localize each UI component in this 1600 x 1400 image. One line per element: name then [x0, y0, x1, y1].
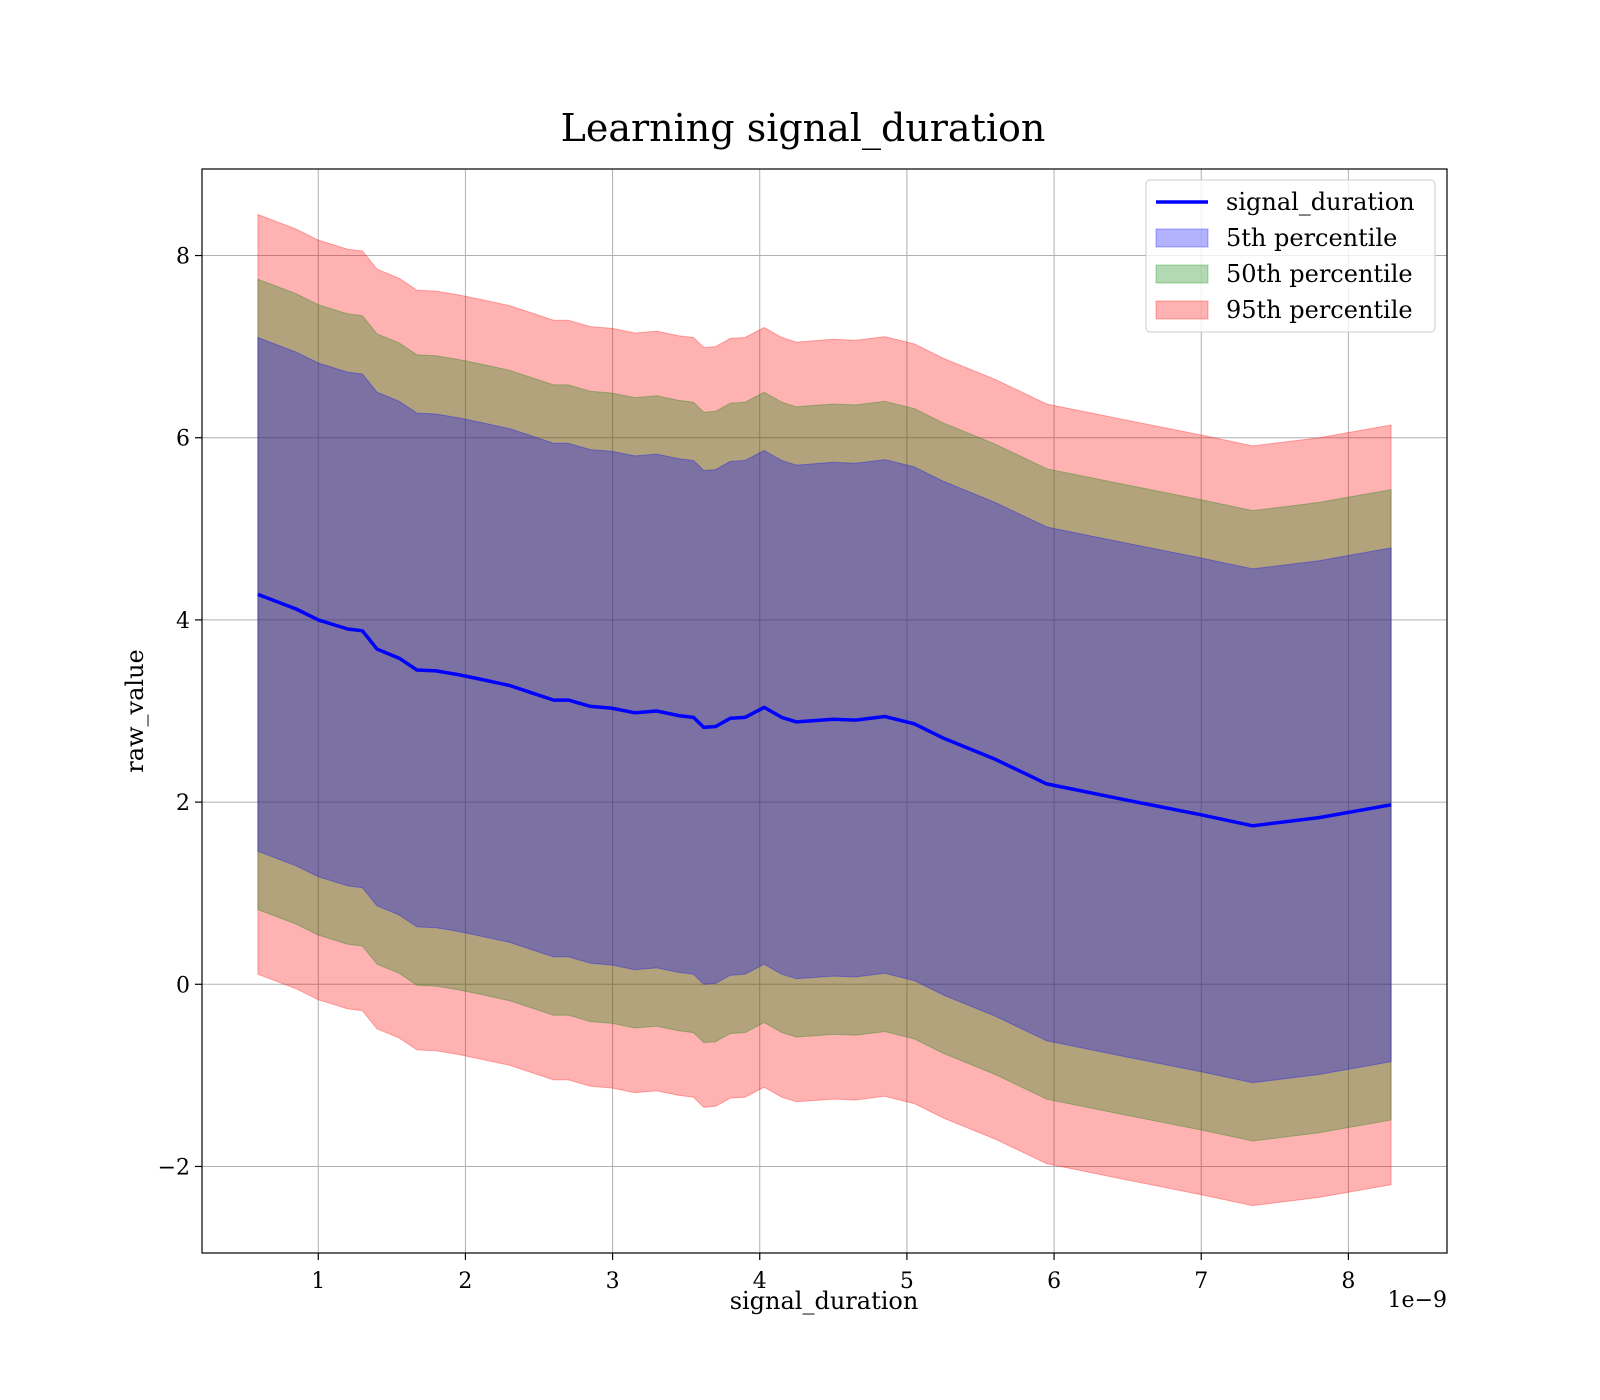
x-axis-offset-text: 1e−9: [1388, 1288, 1447, 1313]
band-50th-percentile: [257, 278, 1392, 1142]
legend-swatch-50th-percentile: [1155, 264, 1209, 284]
y-tick-label: −2: [158, 1155, 190, 1180]
y-tick-label: 0: [176, 973, 190, 998]
x-axis-ticks: 1 2 3 4 5 6 7 8: [311, 1253, 1355, 1294]
x-tick-label: 8: [1341, 1269, 1355, 1294]
y-tick-label: 8: [176, 245, 190, 270]
x-tick-label: 3: [606, 1269, 620, 1294]
legend-label-5th-percentile: 5th percentile: [1226, 224, 1397, 252]
x-tick-label: 7: [1194, 1269, 1208, 1294]
band-5th-percentile: [257, 336, 1392, 1084]
x-tick-label: 1: [311, 1269, 325, 1294]
band-95th-percentile: [257, 213, 1392, 1207]
legend-swatch-5th-percentile: [1155, 228, 1209, 248]
x-tick-label: 5: [900, 1269, 914, 1294]
y-axis-label: raw_value: [121, 649, 149, 773]
x-tick-label: 4: [753, 1269, 767, 1294]
x-tick-label: 2: [458, 1269, 472, 1294]
series-line-signal-duration: [257, 592, 1392, 828]
legend-box: [1145, 179, 1436, 333]
y-tick-label: 2: [176, 791, 190, 816]
x-tick-label: 6: [1047, 1269, 1061, 1294]
y-axis-ticks: −2 0 2 4 6 8: [158, 245, 202, 1180]
x-axis-label: signal_duration: [730, 1287, 919, 1315]
y-tick-label: 4: [176, 609, 190, 634]
plot-frame: [201, 168, 1448, 1254]
y-tick-label: 6: [176, 427, 190, 452]
legend-label-signal_duration: signal_duration: [1226, 188, 1415, 216]
legend-swatch-95th-percentile: [1155, 300, 1209, 320]
series-lines: [257, 592, 1392, 828]
chart-title: Learning signal_duration: [561, 106, 1046, 151]
legend-label-50th-percentile: 50th percentile: [1226, 260, 1413, 288]
legend: signal_duration 5th percentile 50th percen…: [1145, 179, 1436, 333]
percentile-bands: [257, 213, 1392, 1207]
legend-label-95th-percentile: 95th percentile: [1226, 296, 1413, 324]
